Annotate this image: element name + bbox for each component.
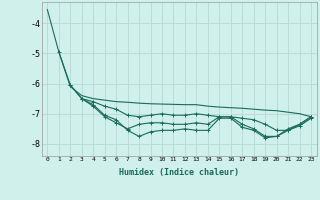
X-axis label: Humidex (Indice chaleur): Humidex (Indice chaleur) — [119, 168, 239, 177]
